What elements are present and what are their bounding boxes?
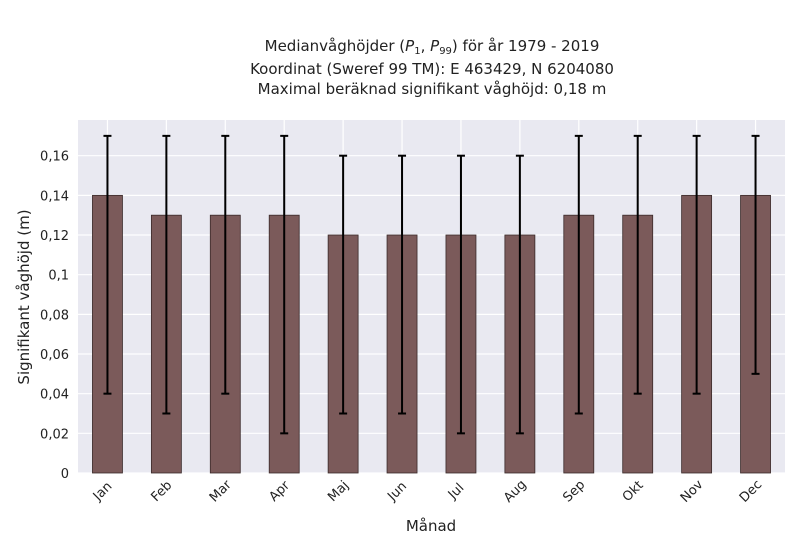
y-tick-label: 0,02	[40, 427, 69, 442]
x-tick-label: Jan	[90, 479, 115, 504]
y-tick-label: 0	[61, 467, 69, 482]
chart-title-line-3: Maximal beräknad signifikant våghöjd: 0,…	[258, 80, 607, 98]
y-tick-label: 0,16	[40, 150, 69, 165]
x-tick-label: Feb	[148, 478, 175, 505]
x-tick-label: Aug	[501, 477, 530, 506]
error-bar-okt	[633, 134, 642, 395]
y-tick-label: 0,14	[40, 189, 69, 204]
x-tick-label: Sep	[560, 478, 588, 506]
error-bar-jul	[456, 154, 465, 435]
error-bar-jan	[103, 134, 112, 395]
x-tick-label: Nov	[678, 477, 707, 506]
x-tick-label: Jul	[445, 481, 467, 503]
y-tick-labels: 0 0,02 0,04 0,06 0,08 0,1 0,12 0,14 0,16	[40, 150, 69, 482]
error-bar-aug	[515, 154, 524, 435]
chart-title-line-1: Medianvåghöjder (P1, P99) för år 1979 - …	[265, 37, 600, 57]
error-bars	[103, 134, 760, 435]
y-tick-label: 0,08	[40, 308, 69, 323]
plot-area	[78, 120, 785, 473]
error-bar-dec	[751, 134, 760, 375]
error-bar-sep	[574, 134, 583, 415]
chart-title-line-2: Koordinat (Sweref 99 TM): E 463429, N 62…	[250, 60, 614, 78]
x-tick-label: Dec	[737, 477, 765, 505]
error-bar-feb	[162, 134, 171, 415]
y-tick-label: 0,12	[40, 229, 69, 244]
x-axis-label: Månad	[406, 517, 456, 535]
y-axis-label: Signifikant våghöjd (m)	[15, 209, 33, 384]
x-tick-labels: Jan Feb Mar Apr Maj Jun Jul Aug Sep Okt Nov Dec	[90, 477, 765, 506]
y-tick-label: 0,04	[40, 388, 69, 403]
x-tick-label: Okt	[620, 478, 647, 505]
x-tick-label: Maj	[325, 478, 352, 505]
x-tick-label: Apr	[266, 478, 293, 505]
x-tick-label: Jun	[384, 479, 410, 505]
x-tick-label: Mar	[207, 477, 235, 505]
y-tick-label: 0,1	[48, 269, 69, 284]
error-bar-nov	[692, 134, 701, 395]
error-bar-mar	[221, 134, 230, 395]
y-tick-label: 0,06	[40, 348, 69, 363]
error-bar-jun	[398, 154, 407, 415]
error-bar-maj	[339, 154, 348, 415]
error-bar-apr	[280, 134, 289, 435]
